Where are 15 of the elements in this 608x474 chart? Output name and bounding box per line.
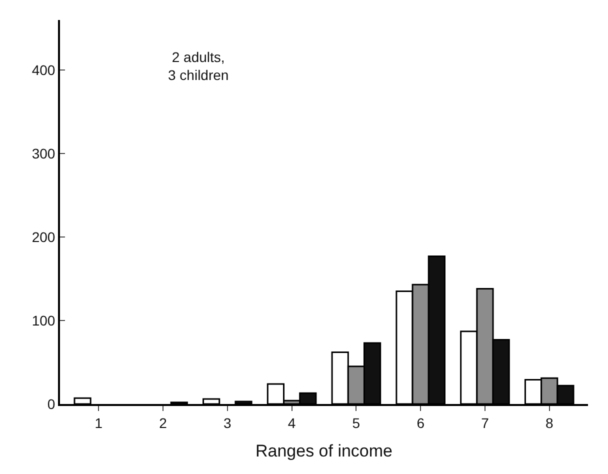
y-tick-label: 0 (47, 396, 56, 412)
annotation: 2 adults, 3 children (168, 49, 229, 84)
y-tick-label: 200 (32, 228, 56, 245)
x-tick-label: 3 (224, 414, 232, 431)
x-tick-label: 7 (481, 414, 490, 431)
y-tick-label: 300 (32, 145, 56, 162)
x-tick-label: 2 (159, 414, 168, 431)
x-tick-label: 4 (288, 414, 296, 431)
y-tick-label: 400 (32, 62, 56, 78)
x-axis-title: Ranges of income (255, 442, 393, 461)
x-tick-label: 5 (352, 414, 360, 431)
y-tick-label: 100 (32, 312, 56, 328)
x-tick-label: 8 (545, 414, 554, 431)
x-tick-label: 6 (416, 414, 425, 431)
x-tick-label: 1 (94, 414, 103, 431)
